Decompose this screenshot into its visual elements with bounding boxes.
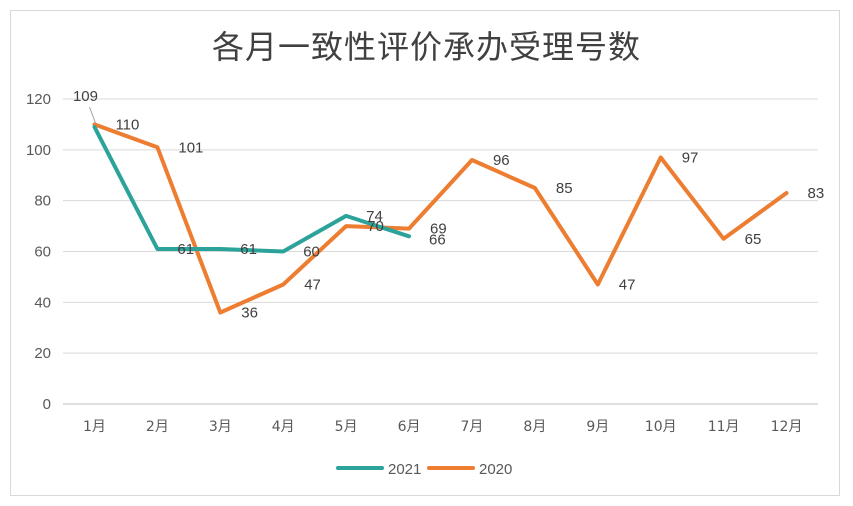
x-tick-label: 8月 <box>523 419 546 435</box>
x-tick-label: 7月 <box>460 419 483 435</box>
data-label-2020: 97 <box>682 149 699 166</box>
x-tick-label: 11月 <box>708 419 740 435</box>
x-tick-label: 10月 <box>645 419 677 435</box>
data-label-2020: 47 <box>304 277 321 294</box>
data-label-2020: 85 <box>556 180 573 197</box>
data-label-2021: 61 <box>177 241 194 258</box>
data-label-2021: 109 <box>73 88 98 105</box>
data-label-2020: 110 <box>115 116 139 133</box>
data-label-2021: 61 <box>240 241 257 258</box>
x-tick-label: 4月 <box>272 419 295 435</box>
y-tick-label: 20 <box>34 345 51 362</box>
data-label-2021: 74 <box>366 208 383 225</box>
data-label-2020: 47 <box>619 277 636 294</box>
y-tick-label: 120 <box>26 91 51 108</box>
y-tick-label: 100 <box>26 142 51 159</box>
data-label-2020: 96 <box>493 152 510 169</box>
series-line-2020 <box>92 122 789 315</box>
series-line-2021 <box>92 125 411 254</box>
chart-title: 各月一致性评价承办受理号数 <box>211 28 641 66</box>
data-label-2020: 101 <box>178 139 203 156</box>
legend-label-2021: 2021 <box>388 461 421 478</box>
data-label-2020: 70 <box>367 218 384 235</box>
x-tick-label: 5月 <box>335 419 358 435</box>
chart-frame <box>10 10 840 496</box>
data-label-2021: 66 <box>429 231 446 248</box>
x-tick-label: 9月 <box>586 419 609 435</box>
data-label-2020: 36 <box>241 305 258 322</box>
legend-label-2020: 2020 <box>479 461 512 478</box>
y-tick-label: 60 <box>34 244 51 261</box>
x-tick-label: 3月 <box>209 419 232 435</box>
x-tick-label: 12月 <box>771 419 803 435</box>
x-tick-label: 1月 <box>83 419 106 435</box>
data-label-2020: 69 <box>430 221 447 238</box>
x-tick-label: 2月 <box>146 419 169 435</box>
data-label-2021: 60 <box>303 244 320 261</box>
leader-line <box>88 106 96 124</box>
y-tick-label: 40 <box>34 294 51 311</box>
data-label-2020: 65 <box>745 231 762 248</box>
data-label-2020: 83 <box>808 185 825 202</box>
x-tick-label: 6月 <box>398 419 421 435</box>
y-tick-label: 0 <box>43 396 51 413</box>
y-tick-label: 80 <box>34 193 51 210</box>
